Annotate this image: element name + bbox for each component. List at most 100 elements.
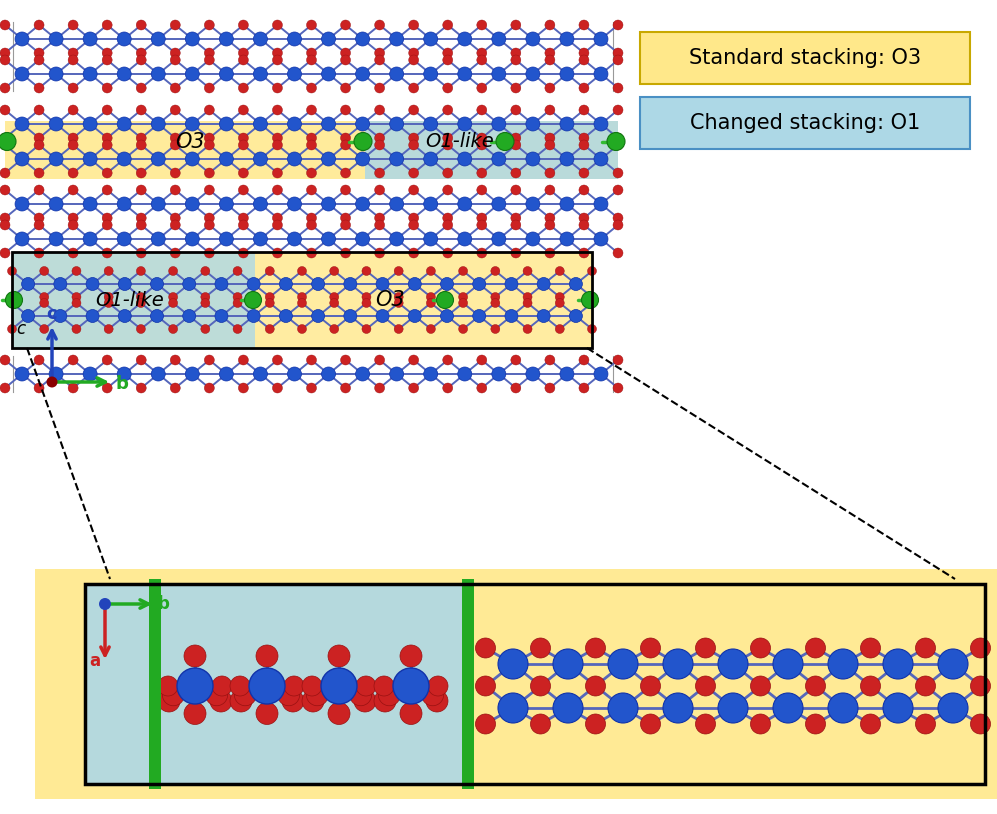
Circle shape [287, 197, 301, 211]
Circle shape [443, 213, 453, 223]
Circle shape [306, 83, 316, 93]
Circle shape [545, 168, 555, 178]
Circle shape [510, 213, 520, 223]
Circle shape [613, 355, 623, 365]
Circle shape [204, 105, 214, 115]
Circle shape [938, 649, 968, 679]
Circle shape [34, 55, 44, 65]
Circle shape [409, 213, 419, 223]
Circle shape [350, 684, 372, 706]
Circle shape [915, 676, 935, 696]
Circle shape [68, 105, 78, 115]
Circle shape [233, 292, 242, 301]
Circle shape [400, 645, 422, 667]
Circle shape [54, 309, 67, 322]
Circle shape [341, 168, 351, 178]
Circle shape [424, 117, 438, 131]
Circle shape [102, 20, 113, 30]
Circle shape [860, 638, 880, 658]
Circle shape [640, 676, 660, 696]
Circle shape [185, 32, 199, 46]
Circle shape [613, 383, 623, 393]
Circle shape [390, 367, 404, 381]
Circle shape [375, 383, 385, 393]
Circle shape [170, 355, 180, 365]
Circle shape [585, 714, 605, 734]
Circle shape [594, 32, 608, 46]
Bar [640, 32, 970, 84]
Circle shape [40, 266, 49, 275]
Circle shape [34, 48, 44, 58]
Circle shape [158, 690, 180, 712]
Circle shape [204, 133, 214, 143]
Circle shape [204, 248, 214, 258]
Circle shape [68, 168, 78, 178]
Circle shape [233, 299, 242, 308]
Circle shape [409, 248, 419, 258]
Circle shape [170, 168, 180, 178]
Circle shape [581, 291, 598, 309]
Bar [12, 252, 255, 348]
Circle shape [594, 117, 608, 131]
Circle shape [137, 83, 147, 93]
Circle shape [118, 67, 132, 81]
Circle shape [510, 83, 520, 93]
Circle shape [390, 152, 404, 166]
Circle shape [663, 693, 693, 723]
Circle shape [545, 20, 555, 30]
Circle shape [212, 676, 232, 696]
Circle shape [510, 55, 520, 65]
Circle shape [492, 117, 505, 131]
Circle shape [443, 133, 453, 143]
Circle shape [424, 32, 438, 46]
Circle shape [182, 278, 195, 291]
Circle shape [0, 213, 10, 223]
Circle shape [204, 48, 214, 58]
Circle shape [249, 668, 285, 704]
Circle shape [555, 299, 564, 308]
Circle shape [200, 325, 209, 334]
Circle shape [341, 20, 351, 30]
Circle shape [321, 152, 336, 166]
Circle shape [244, 291, 261, 309]
Circle shape [321, 32, 336, 46]
Circle shape [476, 638, 496, 658]
Circle shape [8, 266, 17, 275]
Circle shape [354, 690, 376, 712]
Circle shape [773, 693, 803, 723]
Circle shape [170, 383, 180, 393]
Circle shape [204, 355, 214, 365]
Circle shape [424, 67, 438, 81]
Circle shape [163, 684, 184, 706]
Circle shape [215, 278, 228, 291]
Circle shape [663, 649, 693, 679]
Circle shape [806, 714, 826, 734]
Circle shape [356, 32, 370, 46]
Circle shape [68, 48, 78, 58]
Circle shape [378, 684, 401, 706]
Circle shape [476, 714, 496, 734]
Circle shape [68, 213, 78, 223]
Circle shape [219, 152, 233, 166]
Circle shape [170, 185, 180, 195]
Circle shape [40, 299, 49, 308]
Circle shape [40, 292, 49, 301]
Circle shape [504, 278, 518, 291]
Circle shape [321, 668, 357, 704]
Circle shape [375, 168, 385, 178]
Circle shape [828, 693, 858, 723]
Circle shape [560, 67, 574, 81]
Circle shape [137, 325, 146, 334]
Circle shape [437, 291, 454, 309]
Circle shape [151, 309, 164, 322]
Circle shape [200, 299, 209, 308]
Circle shape [375, 48, 385, 58]
Circle shape [54, 278, 67, 291]
Circle shape [0, 105, 10, 115]
Circle shape [427, 266, 436, 275]
Circle shape [328, 645, 350, 667]
Circle shape [356, 152, 370, 166]
Circle shape [393, 668, 429, 704]
Circle shape [302, 690, 324, 712]
Circle shape [498, 649, 528, 679]
